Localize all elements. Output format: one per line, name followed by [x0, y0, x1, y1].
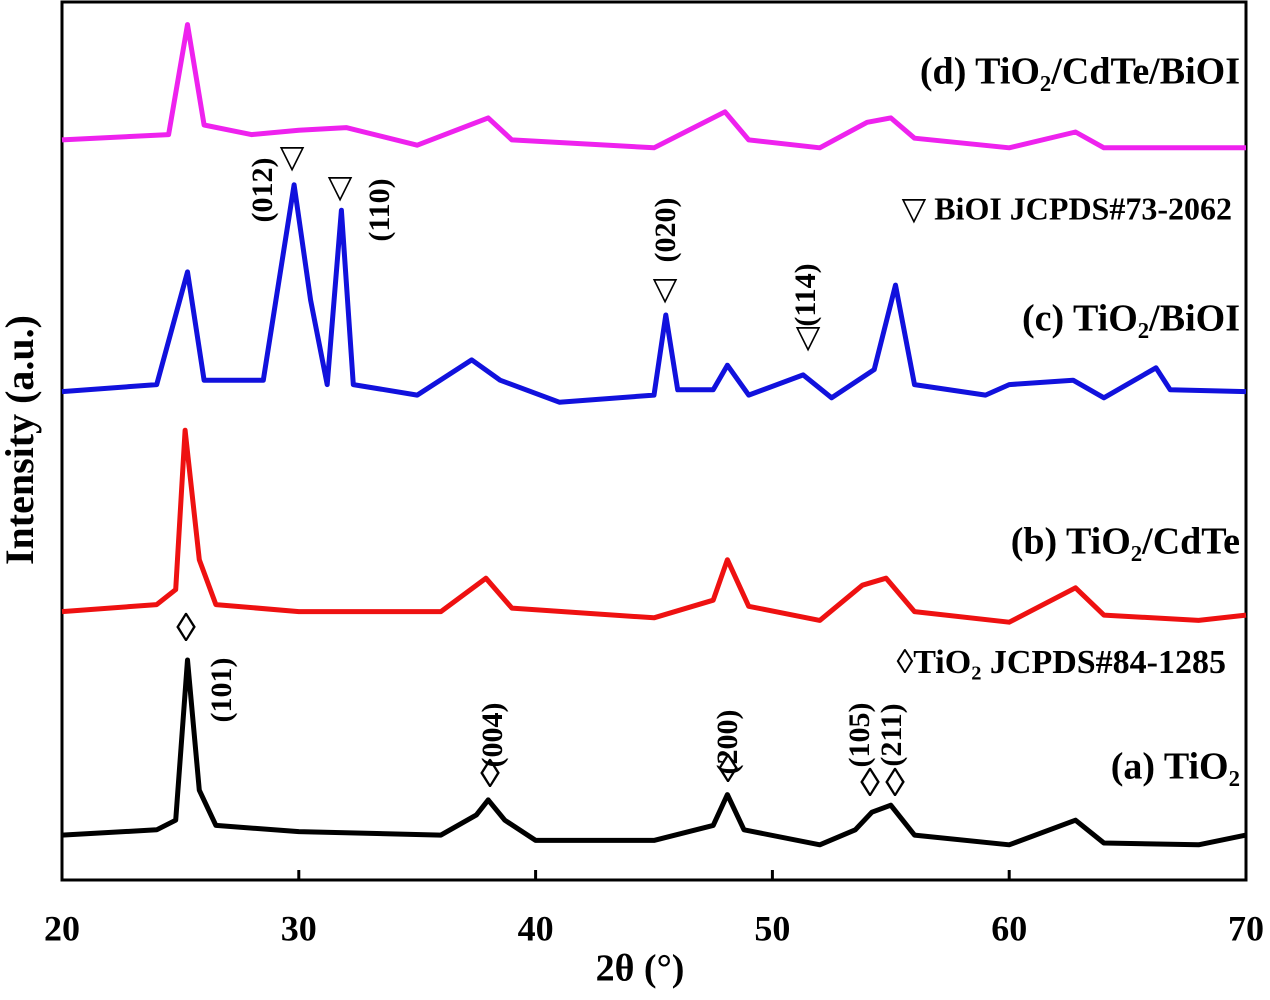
annotation: (004) — [476, 703, 509, 768]
annotation: ▽ — [328, 168, 353, 204]
series-line — [61, 427, 1247, 625]
annotation: (105) — [843, 703, 876, 768]
x-tick-label: 30 — [281, 908, 317, 948]
annotation: (211) — [875, 703, 908, 766]
series-line — [61, 182, 1247, 405]
annotation: ◊ — [176, 605, 196, 650]
series-line — [61, 22, 1246, 151]
x-tick-label: 70 — [1228, 908, 1264, 948]
annotation: ◊TiO₂ JCPDS#84-1285 — [896, 644, 1226, 681]
series-label: (d) TiO₂/CdTe/BiOI — [920, 51, 1240, 93]
annotation: (110) — [363, 178, 396, 241]
annotation: ◊ — [885, 760, 905, 805]
annotation: (020) — [649, 198, 682, 263]
series-label: (b) TiO₂/CdTe — [1011, 521, 1240, 563]
annotation: ▽ — [653, 270, 678, 306]
x-tick-label: 40 — [518, 908, 554, 948]
series-label: (c) TiO₂/BiOI — [1022, 298, 1240, 340]
annotation: ◊ — [718, 746, 738, 791]
annotation: (012) — [246, 158, 279, 223]
x-tick-label: 50 — [754, 908, 790, 948]
annotation: ◊ — [860, 760, 880, 805]
series-line — [61, 657, 1247, 848]
annotation: (101) — [205, 658, 238, 723]
y-axis-label: Intensity (a.u.) — [0, 315, 42, 565]
annotation: (200) — [711, 710, 744, 775]
annotation: (114) — [789, 263, 822, 326]
annotation: ▽ — [796, 318, 821, 354]
annotation: ▽ BiOI JCPDS#73-2062 — [902, 190, 1232, 226]
annotation: ▽ — [280, 138, 305, 174]
annotation: ◊ — [480, 751, 500, 796]
x-axis-label: 2θ (°) — [596, 948, 685, 990]
x-tick-label: 20 — [44, 908, 80, 948]
x-tick-label: 60 — [991, 908, 1027, 948]
plot-frame — [60, 0, 1248, 882]
series-label: (a) TiO₂ — [1111, 746, 1240, 788]
